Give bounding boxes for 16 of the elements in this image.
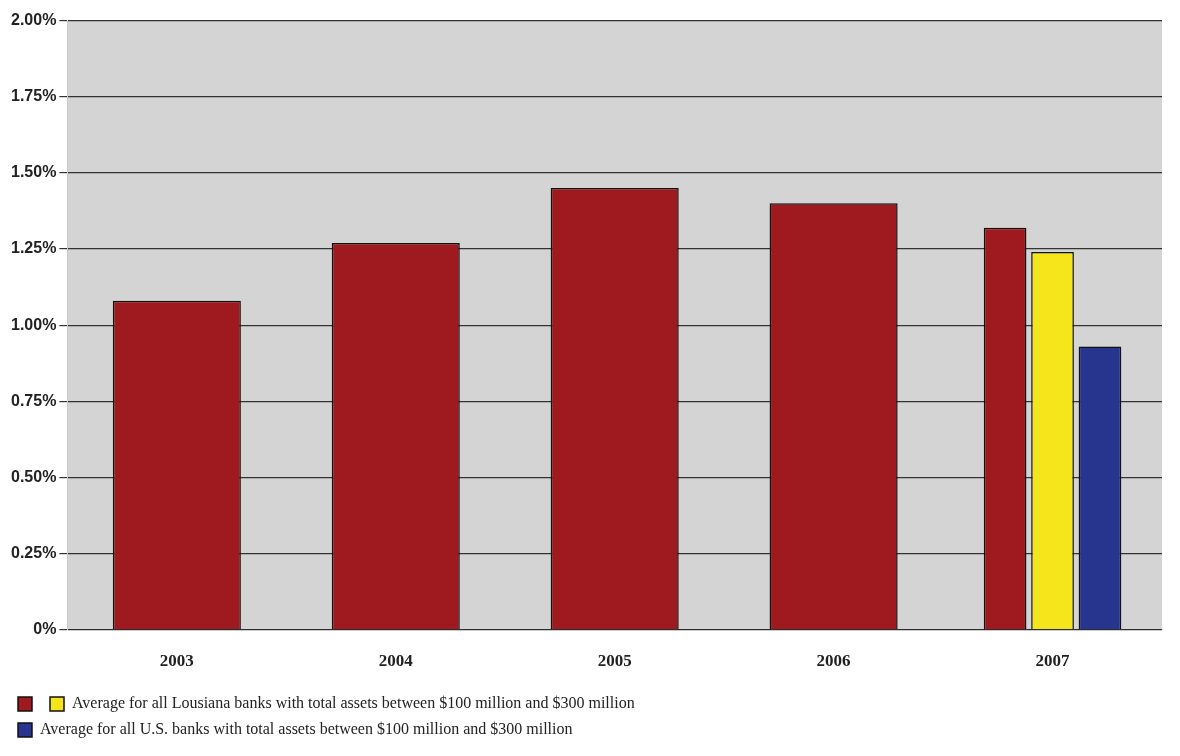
y-tick-label: 1.25% bbox=[10, 239, 57, 257]
y-tick-label: 1.50% bbox=[10, 163, 57, 181]
x-tick-label: 2004 bbox=[378, 651, 414, 671]
y-tick-label: 0.50% bbox=[10, 467, 57, 485]
x-tick-label: 2007 bbox=[1035, 651, 1071, 671]
y-tick-label: 2.00% bbox=[10, 11, 57, 29]
y-tick-label: 0.25% bbox=[10, 543, 57, 561]
y-tick-label: 1.00% bbox=[10, 315, 57, 333]
legend-label: Average for all U.S. banks with total assets between $100 million and $300 million bbox=[40, 720, 573, 739]
y-tick-label: 0% bbox=[33, 620, 57, 638]
legend-label: Average for all Lousiana banks with total assets between $100 million and $300 million bbox=[72, 694, 635, 713]
x-tick-label: 2006 bbox=[816, 651, 851, 671]
y-tick-label: 1.75% bbox=[10, 87, 57, 105]
y-tick-label: 0.75% bbox=[10, 391, 57, 409]
x-tick-label: 2003 bbox=[159, 651, 194, 671]
x-tick-label: 2005 bbox=[597, 651, 632, 671]
